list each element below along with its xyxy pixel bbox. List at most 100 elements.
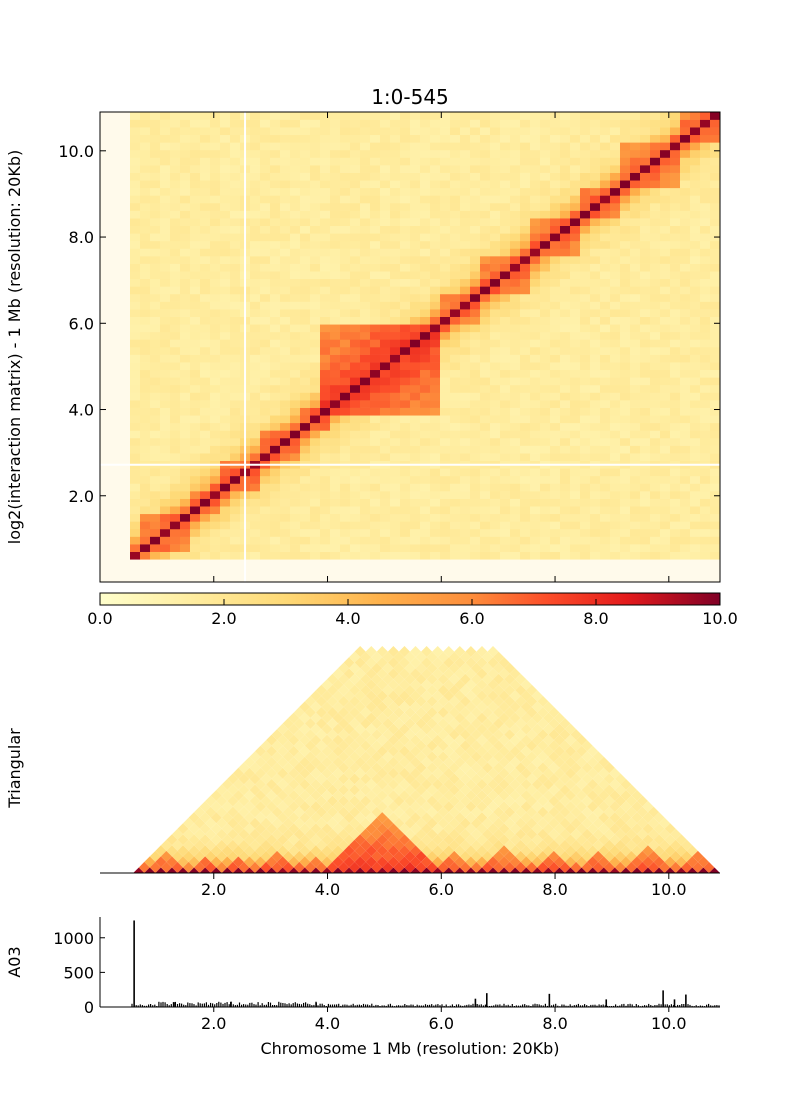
matrix-cell xyxy=(420,551,431,560)
matrix-cell xyxy=(160,483,171,492)
matrix-cell xyxy=(180,127,191,136)
matrix-cell xyxy=(660,415,671,424)
matrix-cell xyxy=(640,286,651,295)
matrix-cell xyxy=(140,233,151,242)
matrix-cell xyxy=(660,256,671,264)
matrix-cell xyxy=(490,468,501,477)
matrix-cell xyxy=(280,369,291,378)
matrix-cell xyxy=(410,491,421,499)
matrix-cell xyxy=(540,263,551,272)
matrix-cell xyxy=(260,468,271,477)
matrix-cell xyxy=(390,475,401,484)
matrix-cell xyxy=(690,354,701,363)
matrix-cell xyxy=(530,422,541,431)
matrix-cell xyxy=(330,369,341,378)
matrix-cell xyxy=(190,293,201,302)
matrix-cell xyxy=(480,248,491,257)
triangle-cell xyxy=(282,850,294,862)
matrix-cell xyxy=(180,187,191,196)
matrix-cell xyxy=(710,453,721,462)
triangle-cell xyxy=(382,662,394,674)
matrix-cell xyxy=(390,400,401,408)
triangle-cell xyxy=(548,784,560,796)
triangle-cell xyxy=(227,817,239,829)
triangle-cell xyxy=(299,834,311,846)
matrix-cell xyxy=(680,225,691,234)
matrix-cell xyxy=(540,528,551,537)
matrix-cell xyxy=(260,248,271,257)
matrix-cell xyxy=(400,278,411,287)
triangle-cell xyxy=(437,762,449,774)
matrix-cell xyxy=(530,271,541,280)
matrix-cell xyxy=(250,187,261,196)
matrix-cell xyxy=(660,392,671,401)
matrix-cell xyxy=(480,187,491,196)
matrix-cell xyxy=(380,521,391,530)
matrix-cell xyxy=(270,400,281,408)
matrix-cell xyxy=(180,475,191,484)
matrix-cell xyxy=(570,127,581,136)
matrix-cell xyxy=(710,331,721,340)
triangle-cell xyxy=(349,839,361,851)
matrix-cell xyxy=(670,528,681,537)
matrix-cell xyxy=(150,475,161,484)
matrix-cell xyxy=(590,483,601,492)
triangle-cell xyxy=(243,856,255,868)
triangle-cell xyxy=(642,823,654,835)
triangle-cell xyxy=(470,706,482,718)
triangle-cell xyxy=(349,751,361,763)
matrix-cell xyxy=(530,134,541,143)
colorbar-ticks: 0.0 2.0 4.0 6.0 8.0 10.0 xyxy=(87,599,738,628)
matrix-cell xyxy=(600,544,611,552)
triangle-cell xyxy=(415,718,427,730)
triangle-cell xyxy=(537,806,549,818)
matrix-cell xyxy=(170,498,181,507)
triangle-cell xyxy=(609,856,621,868)
matrix-cell xyxy=(260,347,271,355)
matrix-cell xyxy=(190,475,201,484)
matrix-cell xyxy=(540,400,551,408)
triangle-cell xyxy=(559,762,571,774)
triangle-cell xyxy=(288,767,300,779)
matrix-cell xyxy=(430,544,441,552)
matrix-cell xyxy=(670,263,681,272)
matrix-cell xyxy=(630,437,641,446)
matrix-cell xyxy=(680,475,691,484)
triangle-cell xyxy=(631,801,643,813)
triangle-cell xyxy=(343,767,355,779)
matrix-cell xyxy=(670,210,681,219)
matrix-cell xyxy=(650,210,661,219)
matrix-cell xyxy=(480,134,491,143)
matrix-cell xyxy=(620,233,631,242)
triangle-cell xyxy=(448,784,460,796)
matrix-cell xyxy=(470,528,481,537)
matrix-cell xyxy=(270,536,281,545)
matrix-cell xyxy=(680,172,691,181)
matrix-cell xyxy=(450,354,461,363)
triangle-cell xyxy=(587,845,599,857)
matrix-cell xyxy=(210,536,221,545)
matrix-cell xyxy=(330,521,341,530)
triangle-cell xyxy=(183,850,195,862)
matrix-cell xyxy=(530,415,541,424)
matrix-cell xyxy=(380,165,391,173)
matrix-cell xyxy=(190,551,201,560)
matrix-cell xyxy=(220,240,231,249)
triangle-cell xyxy=(548,729,560,741)
matrix-cell xyxy=(660,240,671,249)
matrix-cell xyxy=(340,309,351,317)
matrix-cell xyxy=(430,248,441,257)
triangle-cell xyxy=(415,806,427,818)
triangle-cell xyxy=(426,740,438,752)
matrix-cell xyxy=(520,293,531,302)
triangle-cell xyxy=(470,828,482,840)
triangle-cell xyxy=(371,751,383,763)
matrix-cell xyxy=(190,354,201,363)
matrix-cell xyxy=(370,149,381,158)
triangle-cell xyxy=(537,773,549,785)
matrix-cell xyxy=(300,339,311,348)
matrix-cell xyxy=(600,521,611,530)
matrix-cell xyxy=(680,506,691,515)
matrix-cell xyxy=(270,134,281,143)
matrix-cell xyxy=(490,324,501,333)
